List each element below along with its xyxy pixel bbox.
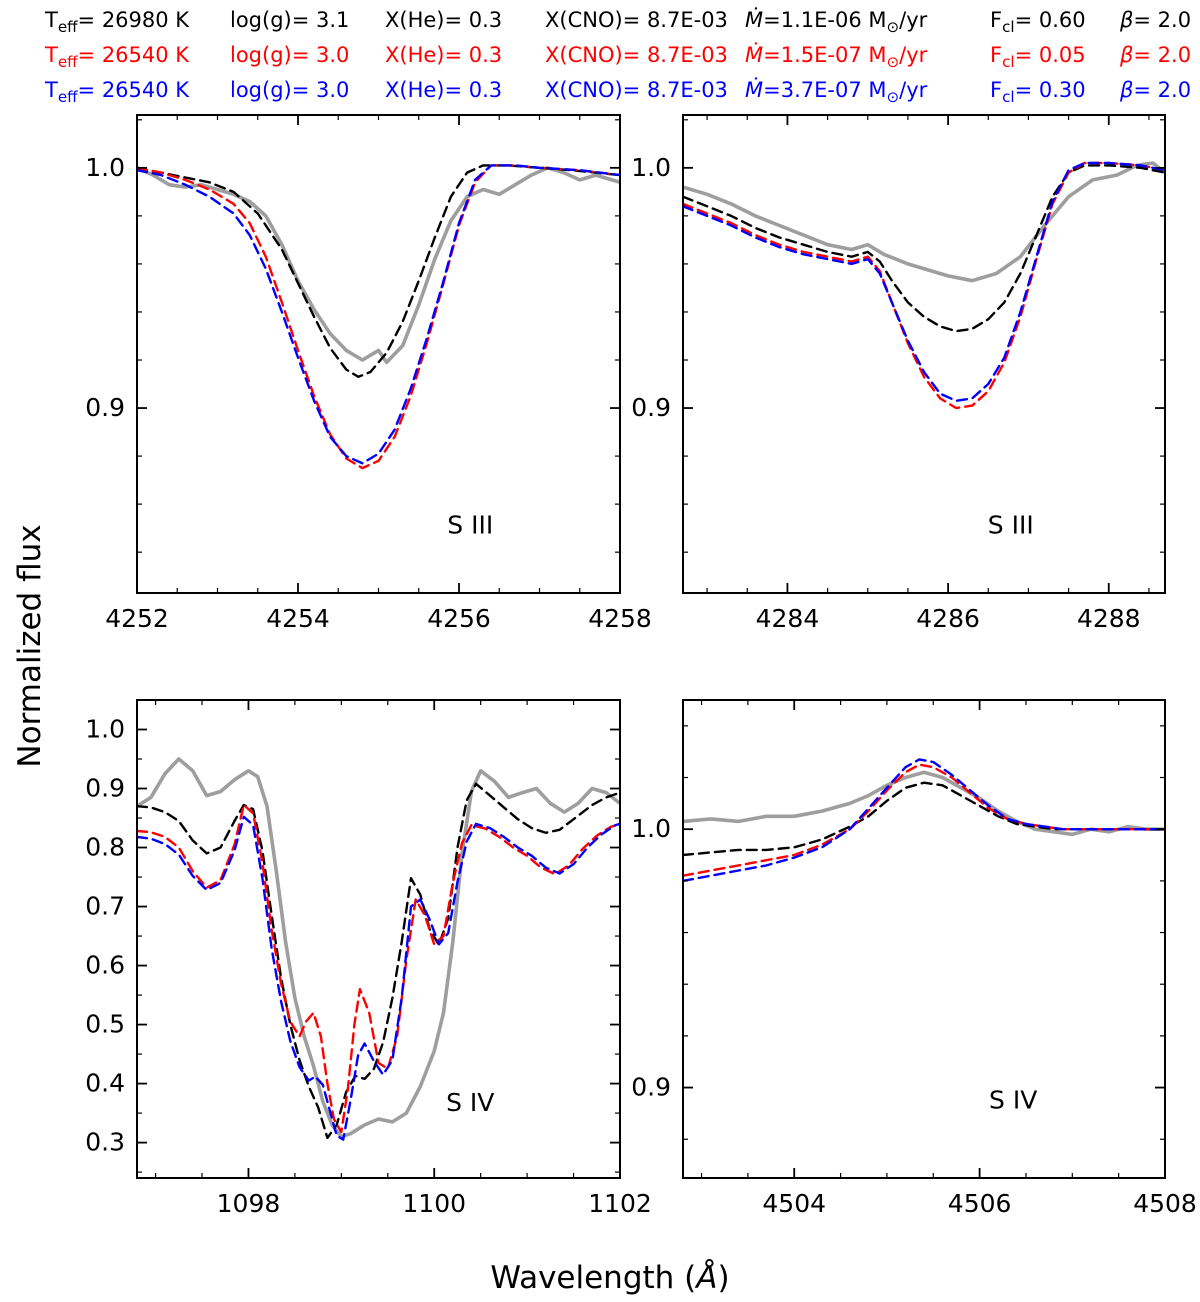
panel-frame [136,699,621,1179]
param-teff: Teff= 26540 K [45,43,190,72]
param-teff: Teff= 26540 K [45,78,190,107]
panel-siv-right: 4504 4506 4508 0.9 1.0 S IV [631,699,1197,1218]
series-group [683,161,1165,410]
panel-siv-left: 1098 1100 1102 0.3 0.4 0.5 0.6 0.7 0.8 0.9 1.0 S IV [85,699,652,1218]
x-axis-label: Wavelength (Å) [490,1260,730,1296]
param-xcno: X(CNO)= 8.7E-03 [545,43,728,68]
ion-label: S III [988,510,1034,539]
y-tick-label: 0.9 [631,393,671,422]
param-beta: β= 2.0 [1120,8,1192,32]
x-tick-label: 4256 [427,604,491,633]
x-tick-label: 4284 [756,604,820,633]
series-model-blue [137,164,620,465]
series-model-black [137,164,620,378]
axis-ticks [683,115,1165,593]
x-tick-label: 1100 [402,1189,466,1218]
series-observed-spectrum [137,166,620,365]
x-tick-label: 4288 [1077,604,1141,633]
series-model-blue [683,161,1165,402]
param-beta: β= 2.0 [1120,43,1192,68]
y-tick-label: 0.9 [85,774,125,803]
series-group [137,757,620,1141]
x-tick-label: 1102 [588,1189,652,1218]
series-model-red [137,164,620,470]
series-model-blue [137,815,620,1141]
ion-label: S IV [989,1086,1037,1115]
y-tick-label: 0.5 [85,1010,125,1039]
x-tick-label: 4506 [948,1189,1012,1218]
param-teff: Teff= 26980 K [45,8,190,37]
panel-siii-left: 4252 4254 4256 4258 0.9 1.0 S III [85,114,652,633]
param-fcl: Fcl= 0.05 [990,43,1086,72]
series-model-black [137,782,620,1140]
series-model-red [137,803,620,1134]
param-xcno: X(CNO)= 8.7E-03 [545,78,728,103]
y-tick-label: 0.8 [85,833,125,862]
y-tick-label: 0.3 [85,1128,125,1157]
x-tick-label: 4254 [266,604,330,633]
param-beta: β= 2.0 [1120,78,1192,103]
param-row-blue: Teff= 26540 K log(g)= 3.0 X(He)= 0.3 X(C… [0,76,1200,111]
x-tick-label: 4504 [762,1189,826,1218]
series-observed-spectrum [137,757,620,1139]
y-tick-label: 1.0 [631,814,671,843]
panel-frame [682,699,1166,1179]
axis-ticks [137,699,621,1178]
param-xhe: X(He)= 0.3 [385,8,503,32]
series-group [137,164,620,470]
model-parameters-header: Teff= 26980 K log(g)= 3.1 X(He)= 0.3 X(C… [0,6,1200,112]
param-row-black: Teff= 26980 K log(g)= 3.1 X(He)= 0.3 X(C… [0,6,1200,41]
axis-ticks [683,700,1166,1178]
param-logg: log(g)= 3.0 [230,43,350,68]
series-model-blue [683,758,1165,883]
param-fcl: Fcl= 0.60 [990,8,1086,37]
axis-ticks [136,115,621,593]
x-tick-label: 4252 [105,604,169,633]
ion-label: S III [447,510,493,539]
param-xhe: X(He)= 0.3 [385,78,503,103]
param-xcno: X(CNO)= 8.7E-03 [545,8,728,32]
y-tick-label: 0.9 [631,1073,671,1102]
series-model-black [683,164,1165,333]
x-tick-label: 4286 [916,604,980,633]
ion-label: S IV [446,1088,494,1117]
param-row-red: Teff= 26540 K log(g)= 3.0 X(He)= 0.3 X(C… [0,41,1200,76]
y-tick-label: 0.6 [85,951,125,980]
param-mdot: Ṁ=1.1E-06 M⊙/yr [745,8,928,37]
y-tick-label: 0.4 [85,1069,125,1098]
y-tick-label: 1.0 [631,153,671,182]
param-xhe: X(He)= 0.3 [385,43,503,68]
series-model-black [683,781,1165,857]
param-fcl: Fcl= 0.30 [990,78,1086,107]
y-tick-label: 1.0 [85,153,125,182]
param-mdot: Ṁ=1.5E-07 M⊙/yr [745,43,928,72]
y-axis-label: Normalized flux [12,524,48,768]
panel-siii-right: 4284 4286 4288 0.9 1.0 S III [631,114,1166,633]
x-tick-label: 4258 [588,604,652,633]
param-logg: log(g)= 3.0 [230,78,350,103]
y-tick-label: 0.7 [85,892,125,921]
y-tick-label: 1.0 [85,715,125,744]
series-group [683,758,1165,883]
param-logg: log(g)= 3.1 [230,8,350,32]
series-model-red [683,763,1165,877]
y-tick-label: 0.9 [85,393,125,422]
x-tick-label: 1098 [217,1189,281,1218]
panel-frame [682,114,1166,594]
series-observed-spectrum [683,161,1165,283]
param-mdot: Ṁ=3.7E-07 M⊙/yr [745,78,928,107]
x-tick-label: 4508 [1133,1189,1197,1218]
